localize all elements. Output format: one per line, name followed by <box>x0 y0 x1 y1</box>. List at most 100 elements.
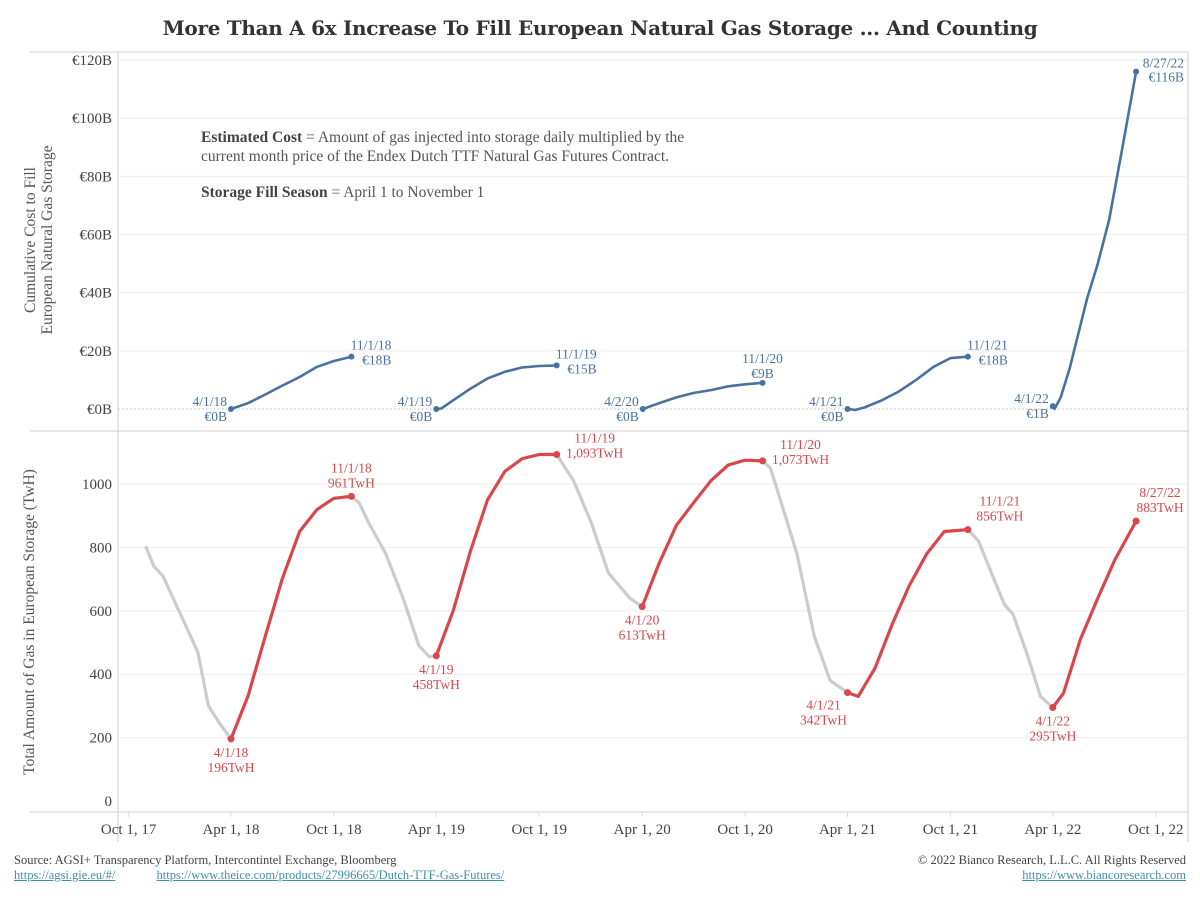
storage-annotation: 342TwH <box>800 713 847 728</box>
cost-line-2021 <box>847 355 969 412</box>
x-tick-label: Oct 1, 17 <box>101 822 157 838</box>
estimated-cost-text: = Amount of gas injected into storage da… <box>302 129 685 146</box>
chart-frame <box>30 51 1189 842</box>
x-tick-label: Apr 1, 20 <box>614 822 671 838</box>
bianco-link[interactable]: https://www.biancoresearch.com <box>1022 868 1186 882</box>
storage-point <box>844 689 851 697</box>
cost-end-label: 8/27/22 <box>1143 56 1184 71</box>
cost-line-2022 <box>1051 71 1138 411</box>
footer-copyright: © 2022 Bianco Research, L.L.C. All Right… <box>918 853 1186 883</box>
fill-season-text: = April 1 to November 1 <box>327 184 485 201</box>
source-text: Source: AGSI+ Transparency Platform, Int… <box>14 853 397 867</box>
cost-start-label: 4/2/20 <box>604 394 639 409</box>
fill-season-line <box>845 528 970 698</box>
storage-point <box>964 526 972 534</box>
cost-start-label: €0B <box>616 409 639 424</box>
cost-start-label: 4/1/18 <box>192 394 227 409</box>
storage-point <box>432 652 440 660</box>
x-tick-label: Oct 1, 20 <box>717 822 772 838</box>
cost-end-label: €18B <box>362 353 391 368</box>
agsi-link[interactable]: https://agsi.gie.eu/#/ <box>14 868 116 882</box>
x-tick-label: Oct 1, 19 <box>512 822 567 838</box>
y-tick-label: €100B <box>72 111 112 127</box>
y-tick-label: 600 <box>90 604 113 620</box>
y-tick-label: 200 <box>90 731 113 747</box>
storage-y-axis-ticks: 0 200 400 600 800 1000 <box>82 477 112 810</box>
cost-end-point <box>759 379 766 386</box>
estimated-cost-text-2: current month price of the Endex Dutch T… <box>201 148 670 165</box>
cost-line-2020 <box>642 381 763 411</box>
storage-annotation: 196TwH <box>207 760 254 775</box>
x-tick-label: Oct 1, 18 <box>306 822 361 838</box>
x-tick-label: Oct 1, 21 <box>923 822 978 838</box>
storage-series <box>144 451 1140 743</box>
cost-end-label: 11/1/18 <box>351 338 392 353</box>
x-tick-label: Oct 1, 22 <box>1128 822 1183 838</box>
chart-title: More Than A 6x Increase To Fill European… <box>162 16 1038 40</box>
storage-annotation: 4/1/21 <box>806 698 841 713</box>
cost-gridlines <box>118 59 1188 410</box>
cost-start-point <box>1049 403 1056 410</box>
cost-end-label: €18B <box>979 353 1008 368</box>
storage-annotation: 295TwH <box>1029 728 1076 743</box>
cost-start-point <box>433 406 440 412</box>
fill-season-line <box>640 458 765 609</box>
y-tick-label: €120B <box>72 53 112 69</box>
cost-start-label: 4/1/22 <box>1014 391 1049 406</box>
estimated-cost-label: Estimated Cost <box>201 129 303 146</box>
y-tick-label: 1000 <box>82 477 112 493</box>
ice-link[interactable]: https://www.theice.com/products/27996665… <box>156 868 505 882</box>
cost-end-label: €15B <box>567 361 596 376</box>
y-tick-label: 400 <box>90 667 113 683</box>
storage-point <box>347 492 355 500</box>
storage-annotation: 856TwH <box>976 509 1023 524</box>
storage-annotation: 4/1/19 <box>419 662 454 677</box>
cost-end-label: 11/1/19 <box>556 346 597 361</box>
storage-gridlines <box>118 483 1188 739</box>
cost-y-axis-label: Cumulative Cost to FillEuropean Natural … <box>22 145 56 334</box>
cost-end-label: €116B <box>1149 70 1185 85</box>
copyright-text: © 2022 Bianco Research, L.L.C. All Right… <box>917 853 1186 867</box>
cost-line-2019 <box>436 364 557 411</box>
storage-point <box>227 735 235 743</box>
y-label-line: Cumulative Cost to Fill <box>22 167 39 313</box>
storage-annotation: 11/1/19 <box>574 431 615 446</box>
cost-series <box>228 68 1140 412</box>
fill-season-line <box>1051 519 1138 710</box>
x-tick-label: Apr 1, 18 <box>202 822 259 838</box>
drawdown-line <box>144 545 233 741</box>
storage-annotation: 11/1/18 <box>331 460 372 475</box>
cost-end-label: 11/1/21 <box>967 338 1008 353</box>
y-tick-label: €60B <box>79 228 112 244</box>
storage-annotation: 8/27/22 <box>1139 485 1180 500</box>
y-tick-label: 800 <box>90 540 113 556</box>
cost-start-label: €1B <box>1026 406 1049 421</box>
storage-annotation: 1,073TwH <box>772 452 829 467</box>
x-tick-label: Apr 1, 19 <box>408 822 465 838</box>
estimated-cost-note: Estimated Cost = Amount of gas injected … <box>201 128 684 166</box>
cost-annotations: 4/1/18€0B11/1/18€18B4/1/19€0B11/1/19€15B… <box>192 56 1184 424</box>
drawdown-line <box>966 528 1055 710</box>
x-axis-ticks: Oct 1, 17 Apr 1, 18 Oct 1, 18 Apr 1, 19 Oct … <box>101 812 1183 838</box>
storage-annotation: 4/1/20 <box>625 613 660 628</box>
storage-annotation: 11/1/20 <box>780 437 821 452</box>
drawdown-line <box>761 459 850 695</box>
y-tick-label: €20B <box>79 344 112 360</box>
drawdown-line <box>555 452 644 609</box>
cost-end-point <box>964 353 971 360</box>
cost-start-label: €0B <box>821 409 844 424</box>
y-tick-label: €80B <box>79 169 112 185</box>
storage-point <box>1049 703 1057 711</box>
fill-season-note: Storage Fill Season = April 1 to Novembe… <box>201 183 484 202</box>
cost-start-label: €0B <box>204 409 227 424</box>
cost-y-axis-ticks: €0B €20B €40B €60B €80B €100B €120B <box>72 53 112 418</box>
cost-end-label: €9B <box>751 366 774 381</box>
storage-annotation: 458TwH <box>413 677 460 692</box>
y-tick-label: €0B <box>87 402 112 418</box>
cost-end-point <box>348 353 355 360</box>
storage-point <box>1132 517 1140 525</box>
x-tick-label: Apr 1, 22 <box>1024 822 1081 838</box>
storage-annotation: 4/1/18 <box>214 745 249 760</box>
